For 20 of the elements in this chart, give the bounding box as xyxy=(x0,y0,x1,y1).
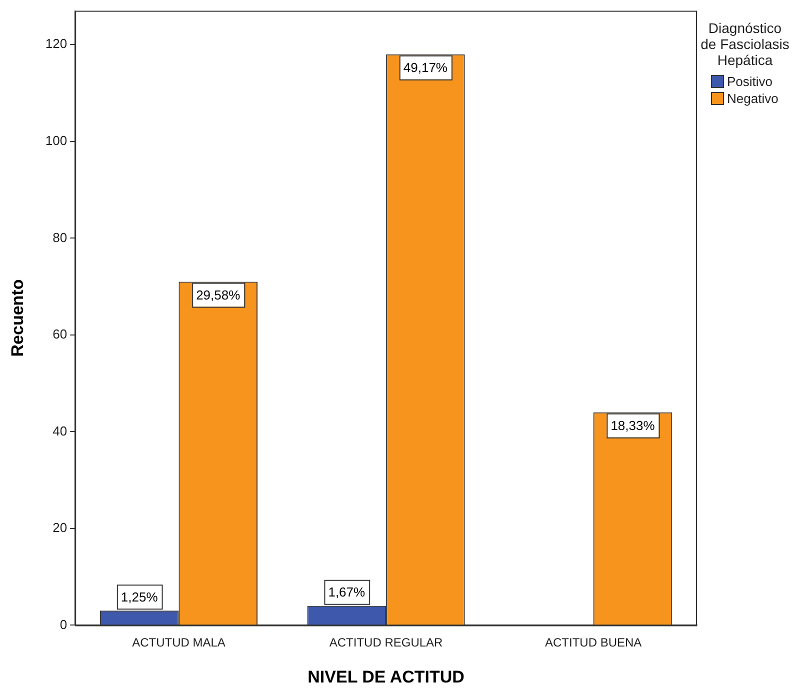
annotation: 18,33% xyxy=(610,418,656,433)
x-tick-label: ACTITUD REGULAR xyxy=(329,636,444,650)
y-tick-label: 60 xyxy=(52,326,68,342)
y-tick-label: 80 xyxy=(52,230,68,245)
x-tick-label: ACTUTUD MALA xyxy=(132,636,226,650)
annotation: 1,67% xyxy=(328,584,366,600)
legend-title: Diagnóstico de Fasciolasis Hepática xyxy=(700,20,790,68)
y-tick-label: 40 xyxy=(52,423,68,438)
y-tick-label: 120 xyxy=(45,36,68,52)
annotation: 29,58% xyxy=(196,287,241,302)
legend-label: Negativo xyxy=(727,91,778,106)
y-tick-label: 20 xyxy=(52,520,68,536)
annotation: 1,25% xyxy=(120,589,158,604)
y-tick-label: 100 xyxy=(45,133,68,148)
y-axis-title: Recuento xyxy=(8,279,27,357)
legend-label: Positivo xyxy=(727,74,773,89)
x-tick-label: ACTITUD BUENA xyxy=(545,636,642,650)
y-tick-label: 0 xyxy=(60,616,68,632)
x-axis-title: NIVEL DE ACTITUD xyxy=(308,667,464,686)
annotation: 49,17% xyxy=(403,60,448,75)
